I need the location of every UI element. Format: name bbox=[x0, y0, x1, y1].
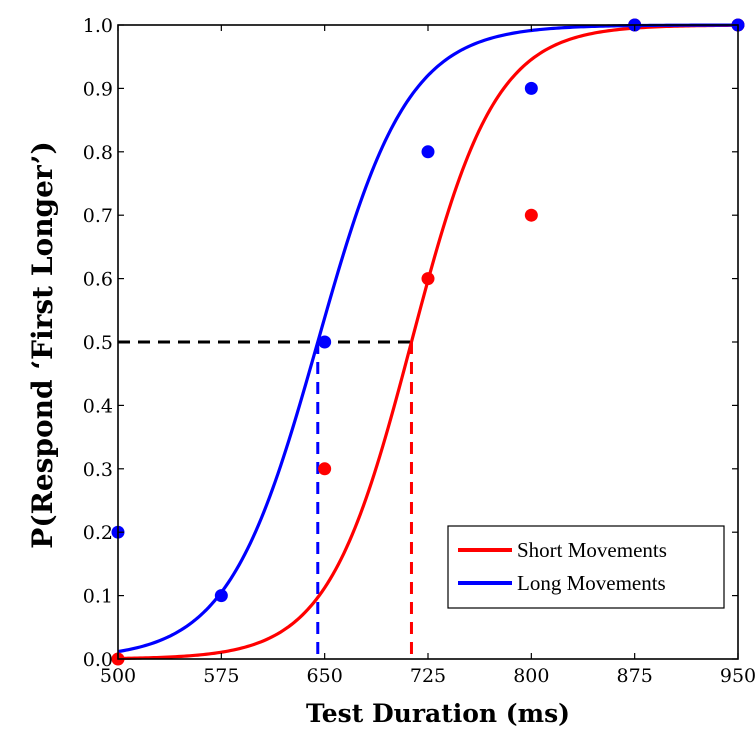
x-tick-label: 950 bbox=[720, 665, 755, 687]
threshold-guides bbox=[118, 340, 413, 659]
x-tick-label: 875 bbox=[617, 665, 653, 687]
legend-label-long: Long Movements bbox=[517, 571, 666, 595]
y-tick-label: 0.6 bbox=[83, 269, 113, 291]
legend-label-short: Short Movements bbox=[517, 538, 667, 562]
short-movements-point bbox=[318, 462, 332, 476]
axis-ticks: 500 575 650 725 800 875 950 0.0 0.1 0.2 0.3 0.4 0.5 0… bbox=[83, 15, 755, 687]
long-movements-point bbox=[318, 335, 332, 349]
y-tick-label: 0.4 bbox=[83, 395, 113, 417]
y-tick-label: 0.5 bbox=[83, 332, 113, 354]
y-tick-label: 0.8 bbox=[83, 142, 113, 164]
x-tick-label: 800 bbox=[513, 665, 549, 687]
legend-box bbox=[447, 525, 725, 609]
y-tick-label: 0.1 bbox=[83, 586, 113, 608]
long-movements-point bbox=[214, 589, 228, 603]
x-tick-label: 575 bbox=[203, 665, 239, 687]
y-tick-label: 0.0 bbox=[83, 649, 113, 671]
long-movements-point bbox=[421, 145, 435, 159]
y-tick-label: 0.3 bbox=[83, 459, 113, 481]
long-movements-point bbox=[524, 81, 538, 95]
y-tick-label: 0.2 bbox=[83, 522, 113, 544]
x-tick-label: 500 bbox=[100, 665, 136, 687]
legend: Short Movements Long Movements bbox=[447, 525, 725, 609]
x-tick-label: 725 bbox=[410, 665, 446, 687]
x-tick-label: 650 bbox=[307, 665, 343, 687]
short-movements-point bbox=[524, 208, 538, 222]
short-movements-point bbox=[421, 272, 435, 286]
y-tick-label: 0.7 bbox=[83, 205, 113, 227]
y-tick-label: 0.9 bbox=[83, 78, 113, 100]
y-axis-title: P(Respond ‘First Longer’) bbox=[26, 141, 59, 548]
y-tick-label: 1.0 bbox=[83, 15, 113, 37]
x-axis-title: Test Duration (ms) bbox=[306, 699, 570, 728]
